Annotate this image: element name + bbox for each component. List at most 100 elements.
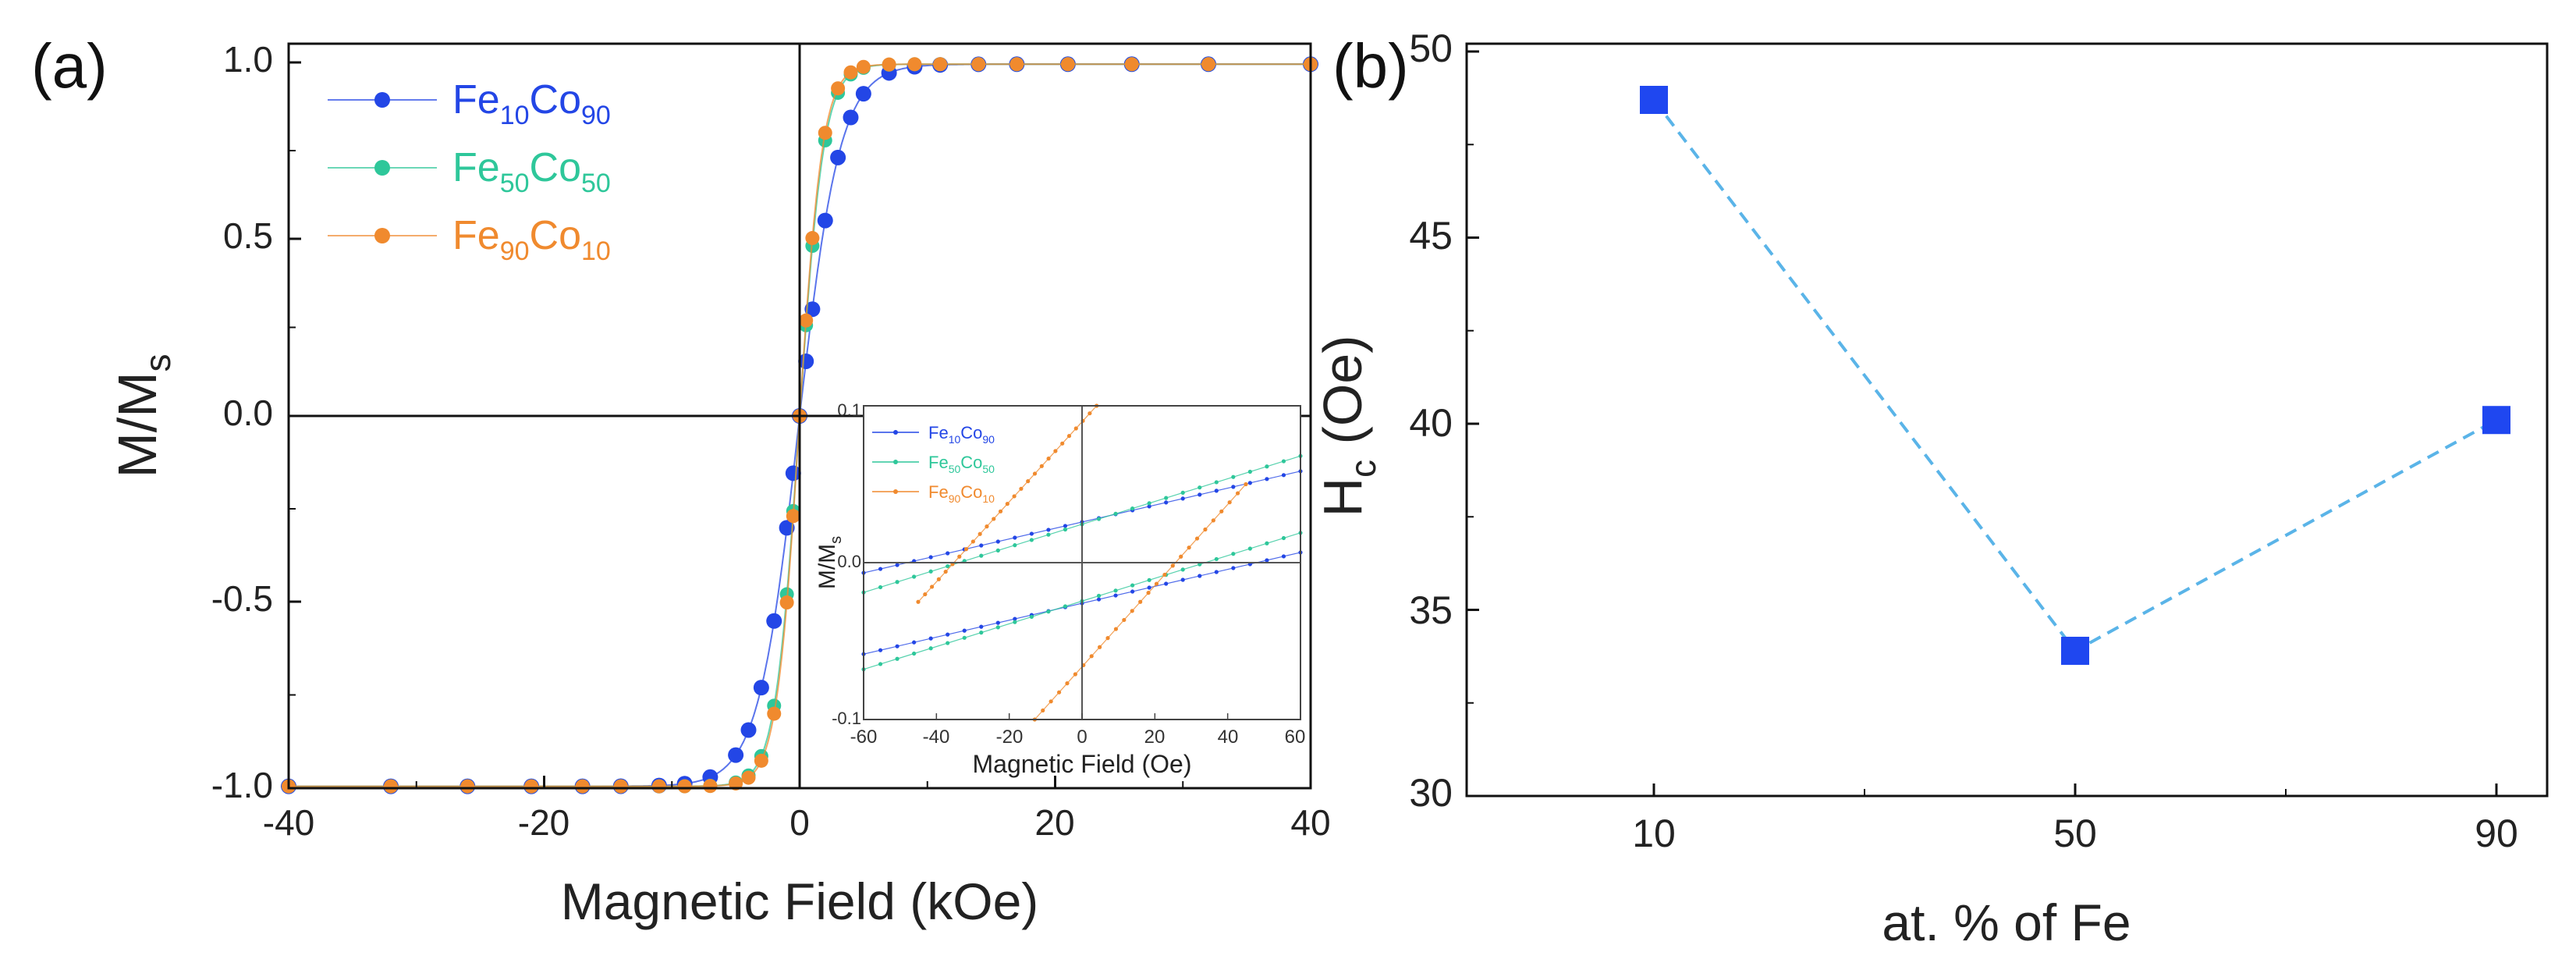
inset-point-Fe50Co50	[1231, 552, 1236, 556]
inset-point-Fe90Co10	[1211, 518, 1215, 523]
legend-entry: Fe90Co10	[328, 213, 611, 266]
inset-point-Fe10Co90	[1013, 535, 1017, 540]
inset-x-tick-label: 20	[1144, 727, 1166, 748]
x-tick-label: 10	[1632, 812, 1676, 855]
panel-b: (b) 10 50 90 30 35 40 45 50 at. % of Fe …	[1312, 27, 2549, 951]
data-point-Fe90Co10	[882, 57, 896, 72]
panel-a-ticks	[287, 61, 1312, 790]
inset-point-Fe50Co50	[1180, 490, 1185, 496]
inset-point-Fe90Co10	[1088, 411, 1092, 416]
hc-data-point	[2061, 636, 2089, 665]
y-tick-label: 50	[1409, 27, 1453, 70]
legend-label: Fe90Co10	[452, 213, 611, 266]
inset-legend-entry: Fe90Co10	[872, 482, 995, 505]
inset-point-Fe10Co90	[1281, 473, 1286, 478]
inset-y-tick-label: 0.0	[837, 552, 861, 571]
y-tick-label: 0.0	[223, 393, 273, 433]
panel-a-series-layer	[281, 56, 1318, 794]
inset-point-Fe90Co10	[1098, 645, 1102, 649]
inset-point-Fe90Co10	[1041, 708, 1045, 713]
inset-point-Fe50Co50	[1281, 459, 1286, 464]
inset-point-Fe10Co90	[995, 539, 1000, 544]
inset-point-Fe90Co10	[1019, 486, 1024, 491]
hc-dashed-line	[1652, 98, 2497, 653]
inset-point-Fe90Co10	[929, 584, 935, 589]
legend-label: Fe50Co50	[452, 145, 611, 198]
inset-point-Fe50Co50	[912, 651, 917, 656]
panel-a-tick-labels: -40 -20 0 20 40 -1.0 -0.5 0.0 0.5 1.0	[211, 39, 1331, 843]
inset-point-Fe90Co10	[1073, 672, 1077, 677]
data-point-Fe90Co10	[613, 779, 628, 794]
inset-point-Fe10Co90	[1198, 574, 1202, 578]
inset-x-tick-label: 60	[1285, 727, 1306, 748]
data-point-Fe10Co90	[804, 301, 821, 318]
panel-b-label: (b)	[1332, 31, 1409, 101]
inset-point-Fe90Co10	[1046, 457, 1051, 461]
inset-point-Fe10Co90	[1214, 570, 1219, 574]
inset-point-Fe50Co50	[1013, 620, 1017, 624]
inset-point-Fe50Co50	[1096, 593, 1102, 599]
inset-point-Fe10Co90	[1231, 485, 1236, 489]
data-point-Fe90Co10	[856, 59, 871, 74]
inset-point-Fe10Co90	[1013, 616, 1017, 621]
inset-x-axis-title: Magnetic Field (Oe)	[973, 750, 1192, 778]
y-tick-label: -0.5	[211, 578, 273, 619]
data-point-Fe90Co10	[971, 57, 986, 72]
y-tick-label: 40	[1409, 401, 1453, 445]
inset-point-Fe50Co50	[1281, 535, 1286, 541]
inset-point-Fe50Co50	[1029, 614, 1034, 620]
inset-point-Fe90Co10	[998, 509, 1003, 513]
inset-point-Fe50Co50	[1180, 567, 1185, 572]
inset-point-Fe10Co90	[895, 563, 899, 567]
inset-point-Fe90Co10	[1146, 591, 1151, 595]
inset-point-Fe90Co10	[1005, 502, 1009, 506]
inset-point-Fe90Co10	[1060, 441, 1065, 446]
legend-marker	[374, 228, 390, 243]
inset-point-Fe10Co90	[1247, 481, 1252, 485]
x-tick-label: 20	[1034, 802, 1074, 843]
inset-point-Fe10Co90	[979, 624, 984, 629]
y-tick-label: 1.0	[223, 39, 273, 80]
inset-point-Fe50Co50	[1046, 609, 1051, 614]
x-tick-label: -40	[263, 802, 314, 843]
inset-point-Fe50Co50	[928, 646, 933, 651]
inset-point-Fe90Co10	[1154, 581, 1159, 586]
inset-point-Fe10Co90	[1147, 585, 1151, 590]
inset-point-Fe90Co10	[1105, 636, 1110, 641]
inset-point-Fe10Co90	[1265, 558, 1269, 563]
inset-point-Fe90Co10	[1244, 481, 1248, 487]
hc-data-point	[1640, 86, 1668, 115]
data-point-Fe90Co10	[831, 81, 846, 96]
data-point-Fe10Co90	[740, 722, 757, 738]
panel-a-label: (a)	[31, 31, 108, 101]
y-tick-label: 35	[1409, 588, 1453, 632]
inset-point-Fe50Co50	[995, 625, 1000, 630]
inset-y-tick-label: -0.1	[832, 709, 861, 728]
inset-point-Fe50Co50	[1130, 583, 1135, 588]
inset-point-Fe10Co90	[1231, 566, 1236, 570]
legend-marker	[374, 160, 390, 176]
inset-point-Fe10Co90	[1265, 477, 1269, 481]
inset-point-Fe90Co10	[936, 577, 941, 581]
panel-b-y-axis-title: Hc (Oe)	[1312, 335, 1383, 517]
inset-point-Fe90Co10	[1219, 509, 1224, 513]
data-point-Fe90Co10	[1009, 57, 1024, 72]
inset-point-Fe90Co10	[1170, 563, 1175, 568]
panel-b-series-layer	[1640, 86, 2510, 665]
inset-point-Fe50Co50	[895, 656, 899, 661]
inset-point-Fe90Co10	[1048, 699, 1053, 704]
inset-point-Fe10Co90	[979, 543, 984, 548]
x-tick-label: -20	[518, 802, 569, 843]
x-tick-label: 40	[1290, 802, 1330, 843]
inset-point-Fe90Co10	[1113, 627, 1119, 631]
panel-a-x-axis-title: Magnetic Field (kOe)	[561, 872, 1039, 930]
inset-x-tick-label: 40	[1218, 727, 1239, 748]
inset-point-Fe50Co50	[1013, 543, 1017, 548]
data-point-Fe10Co90	[728, 747, 744, 763]
inset-point-Fe10Co90	[912, 640, 917, 645]
inset-point-Fe10Co90	[878, 648, 883, 652]
inset-point-Fe50Co50	[1063, 527, 1068, 532]
data-point-Fe90Co10	[843, 65, 858, 80]
inset-point-Fe90Co10	[1032, 471, 1038, 476]
inset-series-layer	[861, 403, 1303, 722]
